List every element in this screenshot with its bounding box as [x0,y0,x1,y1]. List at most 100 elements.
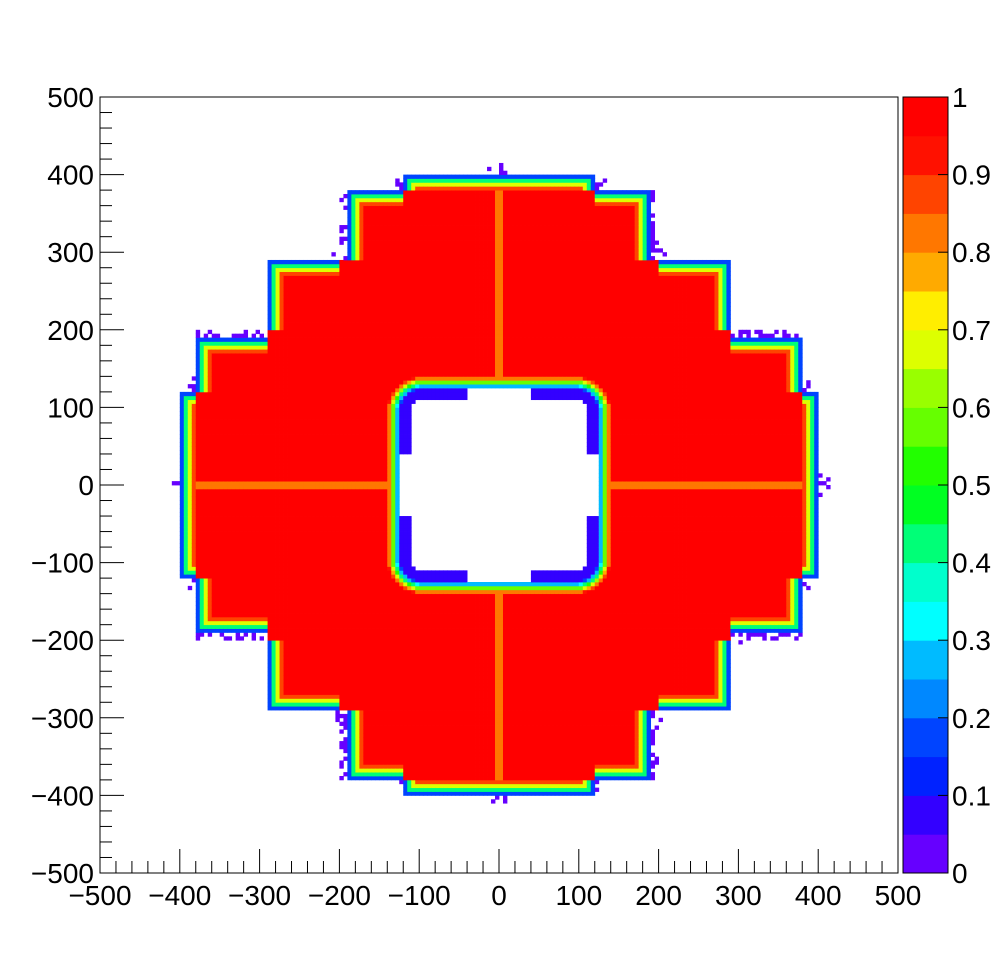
heatmap-cell [195,360,201,366]
heatmap-cell [319,473,324,478]
heatmap-cell [267,640,272,645]
heatmap-cell [323,659,328,664]
heatmap-cell [339,566,344,571]
heatmap-cell [351,310,356,315]
heatmap-cell [339,399,344,404]
heatmap-cell [331,461,336,466]
heatmap-cell [203,388,209,393]
heatmap-cell [231,360,237,366]
heatmap-cell [199,434,205,439]
heatmap-cell [283,263,288,269]
heatmap-cell [267,644,272,649]
heatmap-cell [303,453,308,459]
heatmap-cell [247,349,253,354]
heatmap-cell [311,333,316,338]
heatmap-cell [367,570,372,575]
heatmap-cell [367,744,372,750]
heatmap-cell [319,271,324,276]
heatmap-cell [199,372,205,377]
heatmap-cell [267,263,272,269]
heatmap-cell [319,403,324,408]
heatmap-cell [359,380,364,385]
heatmap-cell [271,655,276,660]
heatmap-cell [311,465,316,470]
heatmap-cell [311,450,316,455]
heatmap-cell [263,345,268,350]
heatmap-cell [311,310,316,315]
heatmap-cell [319,655,324,660]
heatmap-cell [311,488,316,494]
heatmap-cell [267,356,272,362]
heatmap-cell [363,329,368,335]
heatmap-cell [199,554,205,560]
heatmap-cell [319,376,324,381]
heatmap-cell [311,368,316,373]
heatmap-cell [215,504,221,509]
heatmap-cell [247,388,253,393]
heatmap-cell [355,259,360,265]
heatmap-cell [199,376,205,381]
heatmap-cell [339,473,344,478]
heatmap-cell [247,380,253,385]
heatmap-cell [207,601,213,606]
heatmap-cell [199,453,205,459]
heatmap-cell [371,527,376,532]
heatmap-cell [275,473,280,478]
heatmap-cell [263,376,268,381]
heatmap-cell [223,574,229,579]
heatmap-cell [303,690,308,695]
heatmap-cell [195,341,201,346]
heatmap-cell [371,481,376,486]
heatmap-cell [271,403,276,408]
heatmap-cell [187,481,193,486]
heatmap-cell [303,341,308,346]
heatmap-cell [351,744,356,750]
heatmap-cell [311,706,316,711]
heatmap-cell [343,403,348,408]
heatmap-cell [351,232,356,238]
heatmap-cell [243,504,249,509]
heatmap-cell [287,679,292,684]
heatmap-cell [299,473,304,478]
heatmap-cell [347,562,352,567]
heatmap-cell [267,519,272,525]
heatmap-cell [367,729,372,734]
heatmap-cell [207,376,213,381]
heatmap-cell [311,407,316,412]
heatmap-cell [347,488,352,494]
heatmap-cell [363,411,368,416]
heatmap-cell [267,453,272,459]
heatmap-cell [355,725,360,730]
heatmap-cell [367,702,372,707]
heatmap-cell [279,283,284,288]
heatmap-cell [199,558,205,563]
heatmap-cell [279,655,284,660]
heatmap-cell [243,419,249,424]
heatmap-cell [335,434,340,439]
heatmap-cell [323,407,328,412]
heatmap-cell [291,318,296,323]
heatmap-cell [335,322,340,327]
heatmap-cell [355,356,360,362]
heatmap-cell [339,535,344,540]
heatmap-cell [263,453,268,459]
heatmap-cell [339,485,344,490]
heatmap-cell [359,547,364,552]
heatmap-cell [351,605,356,610]
heatmap-cell [303,477,308,482]
heatmap-cell [335,360,340,366]
heatmap-cell [303,465,308,470]
heatmap-cell [355,613,360,618]
heatmap-cell [271,508,276,513]
heatmap-cell [187,465,193,470]
heatmap-cell [307,519,312,525]
heatmap-cell [311,419,316,424]
heatmap-cell [307,562,312,567]
heatmap-cell [287,395,292,401]
heatmap-cell [275,570,280,575]
heatmap-cell [235,578,241,583]
heatmap-cell [351,512,356,517]
heatmap-cell [335,710,340,715]
heatmap-cell [219,477,225,482]
heatmap-cell [263,422,268,428]
